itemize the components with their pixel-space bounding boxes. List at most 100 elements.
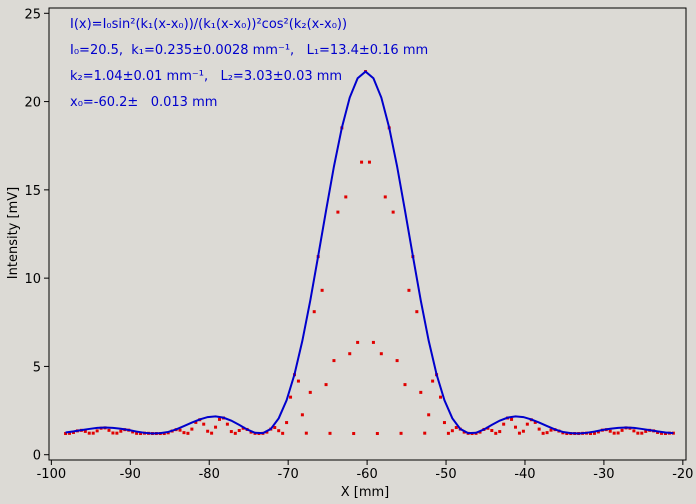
data-point	[289, 395, 293, 399]
data-point	[324, 383, 328, 387]
data-point	[450, 429, 454, 433]
data-point	[190, 427, 194, 431]
data-point	[87, 431, 91, 435]
data-point	[360, 160, 364, 164]
data-point	[336, 210, 340, 214]
data-point	[371, 340, 375, 344]
y-tick-label: 5	[33, 360, 41, 375]
x-tick-label: -40	[514, 467, 535, 482]
data-point	[427, 413, 431, 417]
data-point	[217, 417, 221, 421]
y-tick-label: 20	[24, 96, 41, 111]
data-point	[439, 395, 443, 399]
data-point	[490, 429, 494, 433]
data-point	[431, 379, 435, 383]
data-point	[383, 195, 387, 199]
data-point	[182, 431, 186, 435]
data-point	[375, 432, 379, 436]
annotation: x₀=-60.2± 0.013 mm	[70, 95, 217, 110]
annotation: I₀=20.5, k₁=0.235±0.0028 mm⁻¹, L₁=13.4±0…	[70, 43, 428, 58]
data-point	[415, 310, 419, 314]
data-point	[391, 210, 395, 214]
data-point	[419, 390, 423, 394]
data-point	[312, 310, 316, 314]
y-axis-label: Intensity [mV]	[6, 187, 21, 279]
data-point	[514, 425, 518, 429]
fit-line	[65, 70, 674, 435]
data-point	[632, 429, 636, 433]
data-point	[308, 390, 312, 394]
data-point	[671, 431, 675, 435]
data-point	[549, 428, 553, 432]
data-point	[407, 288, 411, 292]
data-point	[277, 429, 281, 433]
data-point	[395, 359, 399, 363]
data-point	[71, 430, 75, 434]
data-point	[517, 431, 521, 435]
data-point	[206, 429, 210, 433]
data-point	[423, 431, 427, 435]
data-point	[210, 431, 214, 435]
data-point	[379, 352, 383, 356]
data-point	[494, 431, 498, 435]
data-point	[620, 428, 624, 432]
data-point	[95, 429, 99, 433]
data-point	[83, 429, 87, 433]
data-point	[131, 430, 135, 434]
data-point	[225, 422, 229, 426]
data-point	[660, 431, 664, 435]
data-point	[640, 431, 644, 435]
data-point	[612, 431, 616, 435]
data-point	[135, 431, 139, 435]
data-point	[194, 420, 198, 424]
data-point	[281, 431, 285, 435]
data-point	[616, 431, 620, 435]
data-point	[521, 429, 525, 433]
data-point	[300, 413, 304, 417]
data-point	[233, 431, 237, 435]
data-point	[186, 431, 190, 435]
x-tick-label: -30	[593, 467, 614, 482]
data-point	[537, 427, 541, 431]
data-point	[178, 428, 182, 432]
data-point	[139, 432, 143, 436]
x-tick-label: -80	[199, 467, 220, 482]
data-point	[454, 426, 458, 430]
y-tick-label: 25	[24, 7, 41, 22]
data-point	[644, 429, 648, 433]
data-point	[328, 431, 332, 435]
data-point	[608, 429, 612, 433]
data-point	[356, 340, 360, 344]
data-point	[636, 431, 640, 435]
data-point	[498, 430, 502, 434]
data-point	[442, 421, 446, 425]
data-point	[533, 420, 537, 424]
data-point	[596, 430, 600, 434]
data-point	[525, 422, 529, 426]
plot-area: -100 -90 -80 -70 -60 -50 -40 -30 -20 0 5 10 15 20 25	[24, 7, 693, 482]
data-point	[588, 432, 592, 436]
x-tick-label: -100	[37, 467, 67, 482]
data-point	[285, 421, 289, 425]
data-point	[91, 431, 95, 435]
data-point	[229, 430, 233, 434]
data-point	[202, 422, 206, 426]
data-point	[348, 352, 352, 356]
annotation: I(x)=I₀sin²(k₁(x-x₀))/(k₁(x-x₀))²cos²(k₂…	[70, 17, 347, 32]
x-axis-label: X [mm]	[341, 485, 390, 500]
data-point	[399, 431, 403, 435]
x-tick-label: -20	[672, 467, 693, 482]
data-point	[111, 431, 115, 435]
data-point	[352, 432, 356, 436]
data-point	[502, 422, 506, 426]
data-point	[332, 359, 336, 363]
data-point	[510, 417, 514, 421]
annotation: k₂=1.04±0.01 mm⁻¹, L₂=3.03±0.03 mm	[70, 69, 342, 84]
data-point	[119, 429, 123, 433]
data-point	[545, 431, 549, 435]
y-tick-label: 0	[33, 449, 41, 464]
x-tick-label: -70	[278, 467, 299, 482]
data-point	[296, 379, 300, 383]
